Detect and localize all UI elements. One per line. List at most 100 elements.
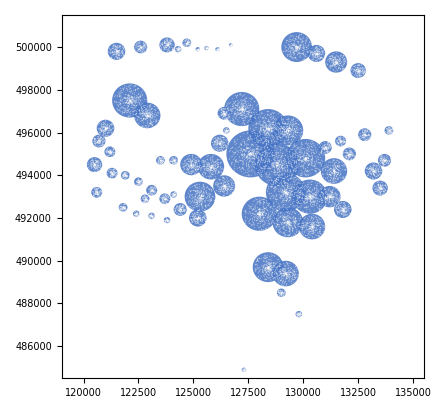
Point	[92, 138, 99, 145]
Point	[144, 109, 151, 116]
Point	[285, 159, 292, 166]
Point	[310, 55, 317, 61]
Point	[159, 195, 166, 201]
Point	[118, 206, 125, 213]
Point	[261, 269, 268, 276]
Point	[322, 144, 329, 151]
Point	[106, 126, 114, 133]
Point	[287, 129, 295, 136]
Point	[272, 275, 279, 282]
Point	[384, 157, 391, 163]
Point	[346, 153, 354, 159]
Point	[327, 175, 334, 181]
Point	[248, 158, 255, 165]
Point	[288, 270, 295, 277]
Point	[114, 47, 121, 53]
Point	[281, 266, 288, 273]
Point	[341, 138, 348, 145]
Point	[192, 214, 199, 221]
Point	[246, 148, 253, 155]
Point	[231, 99, 238, 105]
Point	[308, 157, 316, 163]
Point	[297, 141, 304, 147]
Point	[189, 196, 196, 203]
Point	[303, 195, 310, 201]
Point	[113, 48, 120, 55]
Point	[288, 115, 295, 122]
Point	[145, 190, 152, 197]
Point	[221, 182, 228, 189]
Point	[93, 186, 101, 192]
Point	[181, 38, 189, 44]
Point	[84, 160, 91, 167]
Point	[293, 311, 300, 317]
Point	[107, 169, 114, 176]
Point	[265, 119, 272, 126]
Point	[333, 139, 341, 145]
Point	[312, 188, 320, 194]
Point	[247, 125, 254, 132]
Point	[93, 159, 101, 166]
Point	[314, 225, 321, 232]
Point	[297, 130, 304, 137]
Point	[212, 139, 219, 146]
Point	[297, 202, 304, 209]
Point	[244, 155, 251, 162]
Point	[259, 217, 266, 224]
Point	[321, 144, 329, 151]
Point	[352, 153, 359, 159]
Point	[93, 185, 100, 192]
Point	[295, 311, 302, 318]
Point	[196, 47, 203, 54]
Point	[91, 193, 98, 199]
Point	[264, 264, 271, 271]
Point	[265, 264, 272, 271]
Point	[320, 146, 327, 152]
Point	[181, 157, 189, 164]
Point	[214, 147, 221, 153]
Point	[268, 177, 275, 183]
Point	[291, 120, 299, 126]
Point	[267, 168, 274, 174]
Point	[307, 221, 314, 228]
Point	[312, 48, 320, 55]
Point	[283, 219, 291, 225]
Point	[341, 201, 348, 208]
Point	[296, 310, 303, 317]
Point	[311, 195, 318, 202]
Point	[309, 194, 316, 201]
Point	[240, 117, 248, 123]
Point	[294, 46, 301, 52]
Point	[198, 195, 205, 202]
Point	[306, 193, 313, 199]
Point	[118, 206, 125, 212]
Point	[323, 175, 330, 181]
Point	[332, 194, 339, 201]
Point	[141, 40, 148, 47]
Point	[308, 221, 316, 227]
Point	[302, 157, 309, 163]
Point	[344, 212, 351, 219]
Point	[107, 169, 114, 176]
Point	[115, 98, 122, 105]
Point	[387, 126, 394, 132]
Point	[266, 266, 273, 273]
Point	[238, 366, 245, 373]
Point	[222, 182, 229, 189]
Point	[193, 194, 200, 201]
Point	[225, 129, 232, 135]
Point	[379, 160, 386, 166]
Point	[258, 138, 266, 145]
Point	[308, 157, 316, 164]
Point	[320, 145, 328, 152]
Point	[157, 44, 164, 50]
Point	[140, 199, 148, 205]
Point	[230, 183, 237, 190]
Point	[128, 96, 135, 102]
Point	[172, 189, 179, 196]
Point	[108, 45, 115, 52]
Point	[253, 196, 261, 203]
Point	[257, 171, 264, 177]
Point	[251, 148, 258, 155]
Point	[194, 165, 202, 172]
